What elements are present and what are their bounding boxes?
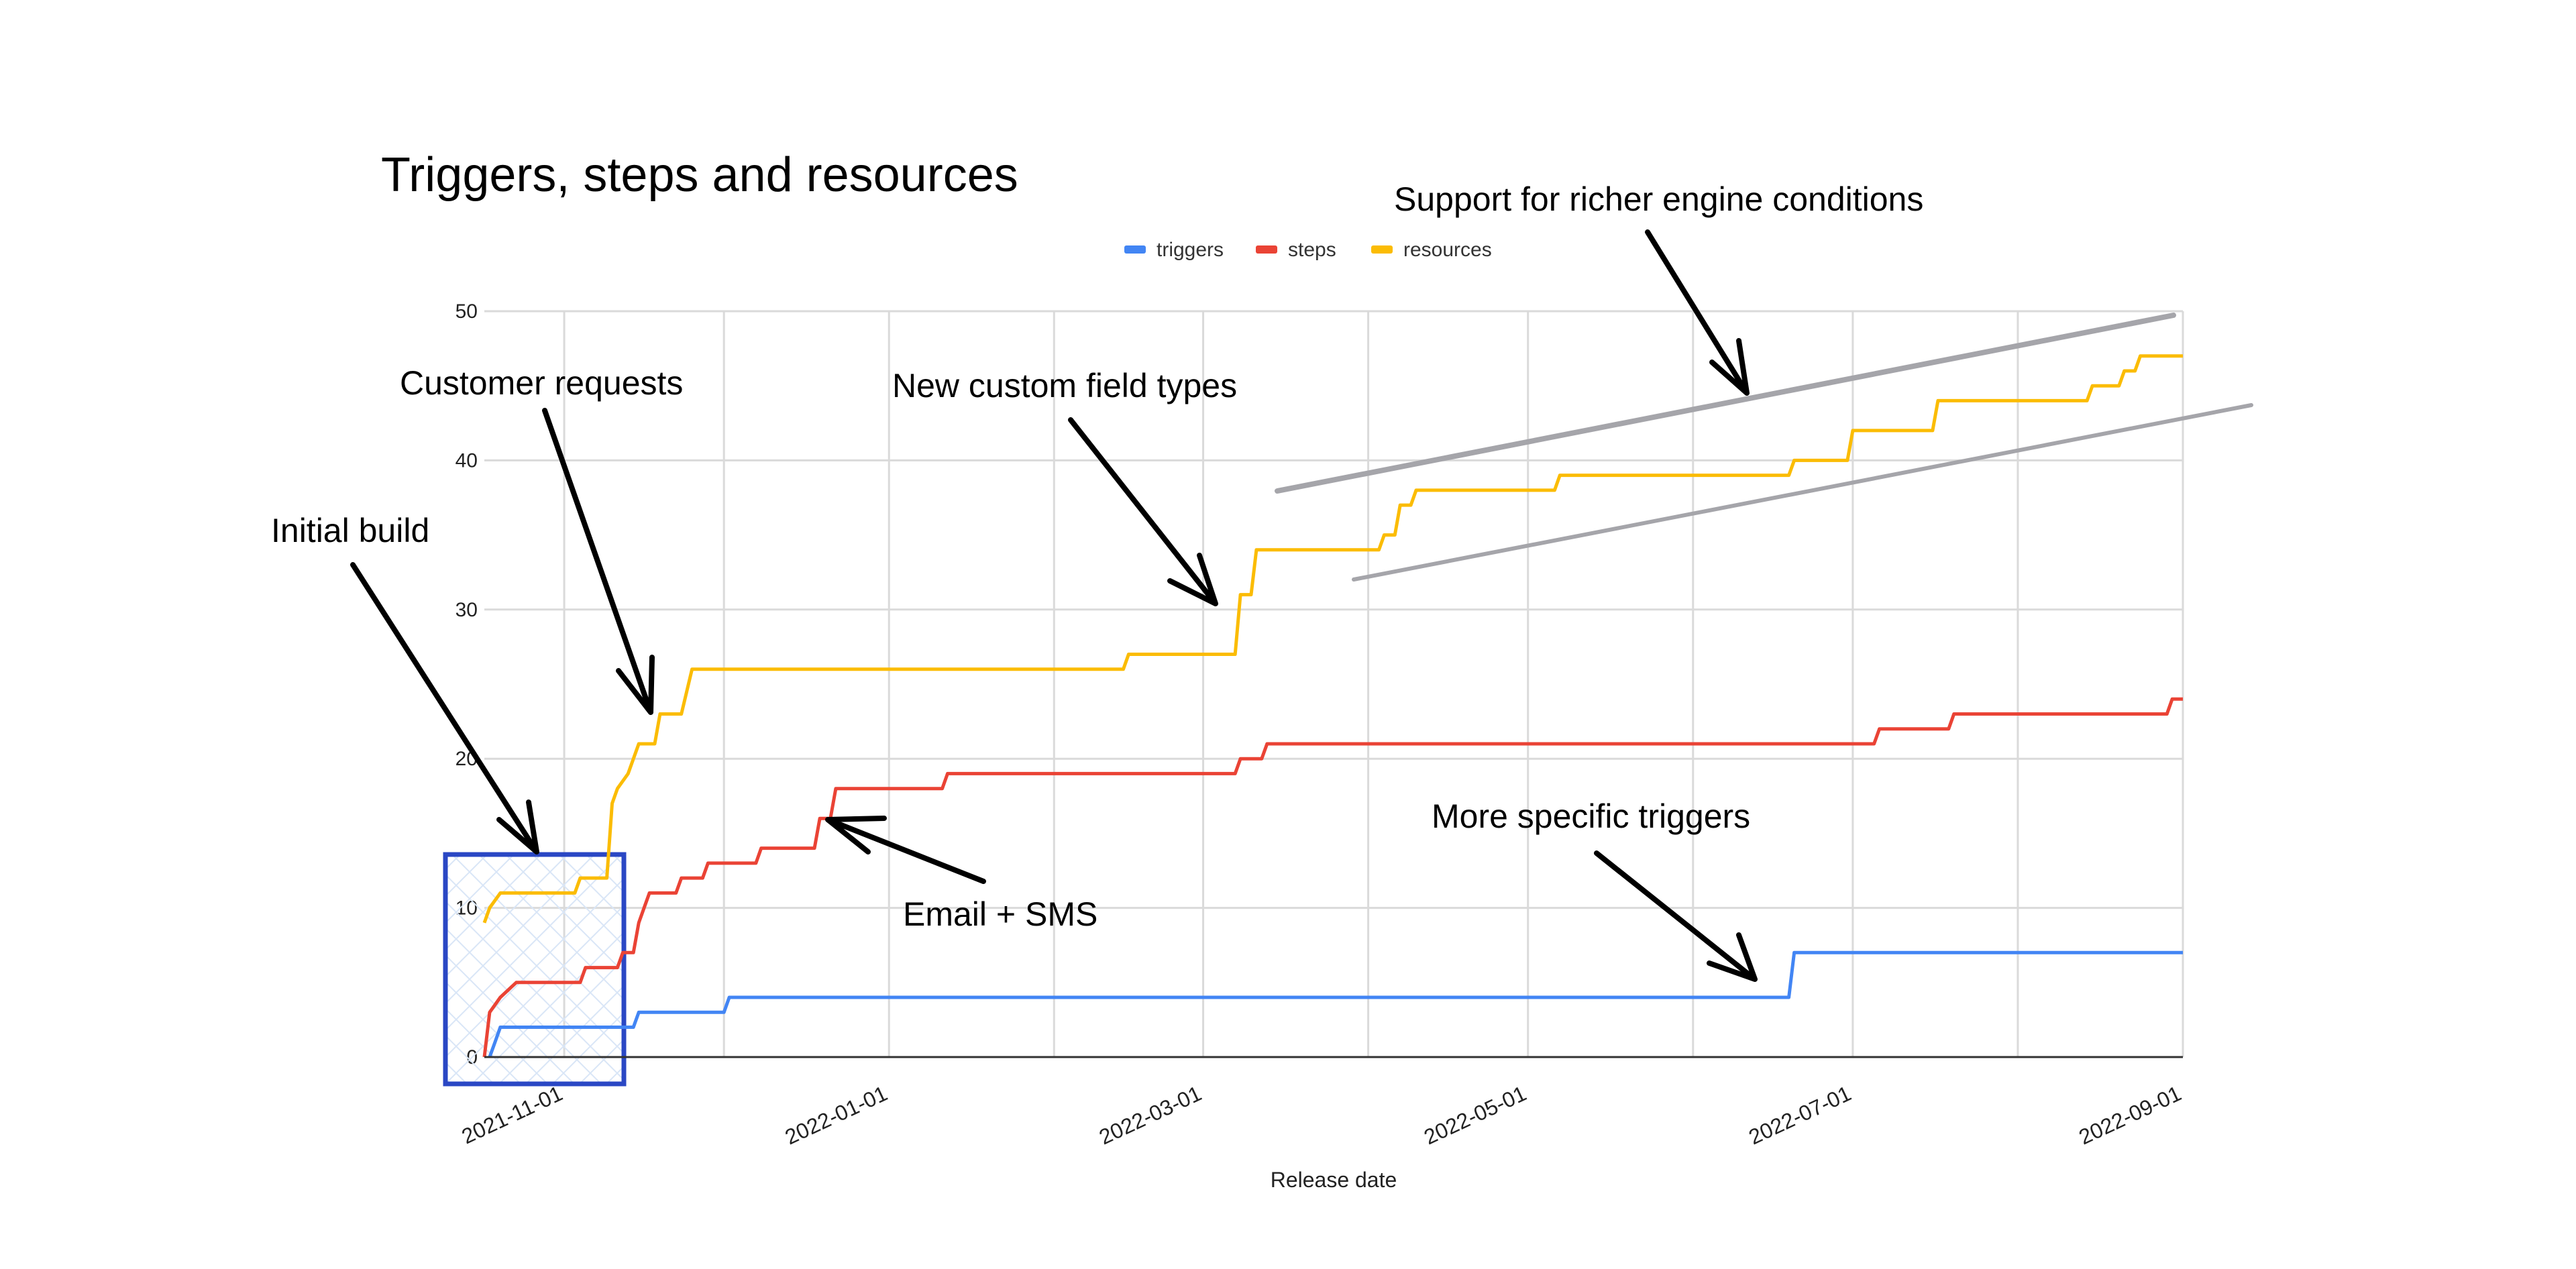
chart-title: Triggers, steps and resources (381, 148, 1018, 202)
x-axis-label: Release date (1271, 1168, 1397, 1192)
legend-swatch-steps (1256, 245, 1277, 254)
y-tick-label: 30 (455, 599, 478, 621)
legend: triggers steps resources (1124, 239, 1492, 261)
y-tick-label: 40 (455, 449, 478, 472)
annotation-more-specific-triggers: More specific triggers (1432, 797, 1750, 835)
annotation-customer-requests: Customer requests (400, 364, 683, 402)
legend-label-resources: resources (1403, 239, 1492, 261)
annotation-email-sms: Email + SMS (903, 895, 1097, 933)
annotation-new-custom-field-types: New custom field types (892, 367, 1237, 404)
x-tick-label: 2022-07-01 (1745, 1081, 1855, 1150)
series-lines (482, 354, 2183, 1058)
x-axis-ticks: 2021-11-01 2022-01-01 2022-03-01 2022-05-01… (458, 1081, 2185, 1150)
trend-line-upper (1275, 313, 2176, 494)
arrow-email-sms (825, 816, 986, 884)
legend-label-triggers: triggers (1157, 239, 1224, 261)
x-tick-label: 2021-11-01 (458, 1081, 566, 1149)
annotations: Initial build Customer requests New cust… (271, 180, 1923, 982)
arrow-customer-requests (542, 408, 655, 715)
series-line-resources (482, 354, 2183, 924)
x-tick-label: 2022-09-01 (2075, 1081, 2185, 1150)
arrow-richer-engine-conditions (1645, 229, 1750, 396)
arrow-more-specific-triggers (1594, 850, 1758, 982)
arrow-initial-build (350, 562, 539, 854)
grid (484, 310, 2184, 1057)
arrow-new-custom-field-types (1068, 417, 1218, 606)
legend-swatch-triggers (1124, 245, 1146, 254)
series-line-steps (482, 697, 2183, 1058)
annotation-richer-engine-conditions: Support for richer engine conditions (1394, 180, 1923, 218)
trend-lines (1275, 313, 2253, 582)
series-line-triggers (488, 950, 2183, 1058)
legend-swatch-resources (1371, 245, 1393, 254)
x-tick-label: 2022-05-01 (1420, 1081, 1530, 1150)
legend-label-steps: steps (1288, 239, 1336, 261)
x-tick-label: 2022-03-01 (1095, 1081, 1205, 1150)
trend-line-lower (1352, 403, 2253, 582)
y-tick-label: 50 (455, 300, 478, 323)
annotation-initial-build: Initial build (271, 512, 429, 549)
x-tick-label: 2022-01-01 (782, 1081, 892, 1150)
